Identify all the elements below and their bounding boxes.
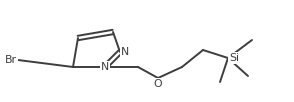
Text: Si: Si [229,53,239,63]
Text: N: N [121,47,129,57]
Text: Br: Br [5,55,17,65]
Text: O: O [154,79,162,89]
Text: N: N [101,62,109,72]
